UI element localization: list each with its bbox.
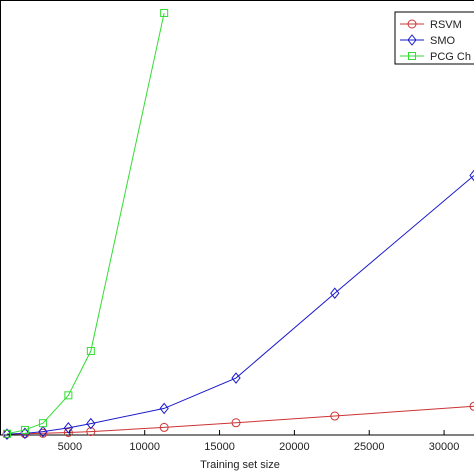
x-tick-label: 10000	[129, 441, 160, 453]
axes-frame	[0, 0, 474, 436]
x-tick-label: 5000	[58, 441, 82, 453]
data-point-diamond	[330, 287, 340, 300]
data-point-square	[3, 429, 11, 438]
data-point-diamond	[2, 428, 12, 440]
series-layer	[2, 9, 474, 440]
data-point-circle	[159, 422, 169, 432]
data-point-circle	[407, 19, 417, 29]
x-axis-ticks: 5000 10000 15000 20000 25000 30000	[58, 430, 460, 453]
legend-label: SMO	[430, 35, 456, 47]
series-smo	[2, 169, 474, 440]
data-point-circle	[330, 411, 340, 421]
series-rsvm	[2, 401, 474, 439]
legend-item: PCG Ch	[400, 51, 471, 63]
data-point-diamond	[63, 422, 74, 434]
x-tick-label: 30000	[429, 441, 460, 453]
data-point-square	[64, 391, 73, 400]
x-tick-label: 20000	[279, 441, 310, 453]
data-point-circle	[469, 401, 474, 411]
series-line	[6, 405, 474, 435]
data-point-diamond	[86, 417, 96, 430]
legend-item: RSVM	[400, 19, 462, 31]
data-point-diamond	[407, 34, 417, 46]
series-line	[6, 175, 474, 435]
data-point-square	[86, 347, 95, 356]
data-point-circle	[63, 427, 73, 437]
data-point-square	[160, 9, 169, 17]
legend-label: PCG Ch	[430, 51, 471, 63]
data-point-diamond	[38, 425, 48, 438]
data-point-diamond	[231, 372, 241, 384]
data-point-square	[20, 425, 29, 434]
legend-label: RSVM	[430, 19, 462, 31]
data-point-diamond	[469, 169, 474, 182]
data-point-circle	[86, 427, 96, 437]
data-point-square	[408, 52, 416, 60]
x-axis-label: Training set size	[200, 459, 280, 471]
x-tick-label: 25000	[354, 441, 385, 453]
data-point-diamond	[159, 402, 169, 415]
data-point-circle	[231, 418, 241, 428]
x-tick-label: 15000	[204, 441, 235, 453]
series-pcg-ch	[3, 9, 169, 438]
data-point-diamond	[20, 427, 30, 440]
legend-item: SMO	[400, 34, 456, 47]
legend: RSVM SMO PCG Ch	[394, 11, 474, 65]
data-point-square	[38, 419, 47, 428]
series-line	[6, 12, 165, 435]
